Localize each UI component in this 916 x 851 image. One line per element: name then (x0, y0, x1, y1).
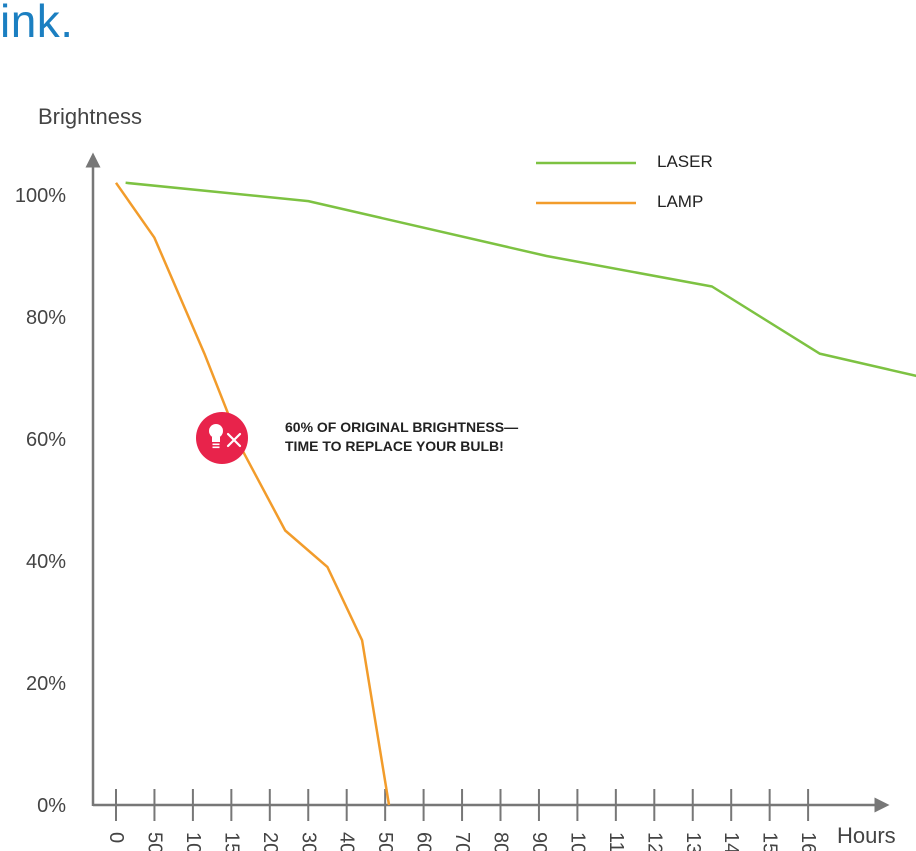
x-tick-label: 12 (643, 832, 665, 851)
legend-label-laser: LASER (657, 152, 713, 171)
x-tick-label: 14 (720, 832, 742, 851)
series-line-laser (125, 181, 916, 378)
y-tick-label: 60% (26, 429, 66, 451)
x-tick-label: 80 (490, 832, 512, 851)
x-tick-label: 10 (566, 832, 588, 851)
x-tick-label: 50 (374, 832, 396, 851)
y-tick-label: 40% (26, 551, 66, 573)
y-tick-label: 20% (26, 673, 66, 695)
legend: LASER LAMP (536, 152, 713, 211)
annotation-line-2: TIME TO REPLACE YOUR BULB! (285, 438, 504, 454)
bulb-tools-icon (196, 412, 248, 464)
y-tick-label: 80% (26, 307, 66, 329)
page-heading: ink. (0, 0, 74, 47)
y-axis-label: Brightness (38, 104, 142, 129)
series-line-lamp (114, 182, 391, 806)
x-tick-label: 13 (682, 832, 704, 851)
y-tick-label: 100% (15, 185, 66, 207)
x-tick-label: 15 (759, 832, 781, 851)
x-tick-label: 16 (797, 832, 819, 851)
x-tick-label: 20 (259, 832, 281, 851)
x-tick-label: 10 (182, 832, 204, 851)
x-tick-label: 40 (336, 832, 358, 851)
x-tick-label: 50 (143, 832, 165, 851)
x-tick-label: 30 (297, 832, 319, 851)
x-axis-label: Hours (837, 823, 896, 848)
x-tick-label: 11 (605, 832, 627, 851)
x-tick-label: 15 (220, 832, 242, 851)
y-tick-label: 0% (37, 795, 66, 817)
x-tick-label: 70 (451, 832, 473, 851)
legend-label-lamp: LAMP (657, 192, 703, 211)
annotation-line-1: 60% OF ORIGINAL BRIGHTNESS— (285, 419, 518, 435)
x-tick-label: 0 (105, 832, 127, 843)
x-tick-label: 60 (413, 832, 435, 851)
x-tick-label: 90 (528, 832, 550, 851)
annotation: 60% OF ORIGINAL BRIGHTNESS— TIME TO REPL… (196, 412, 518, 464)
